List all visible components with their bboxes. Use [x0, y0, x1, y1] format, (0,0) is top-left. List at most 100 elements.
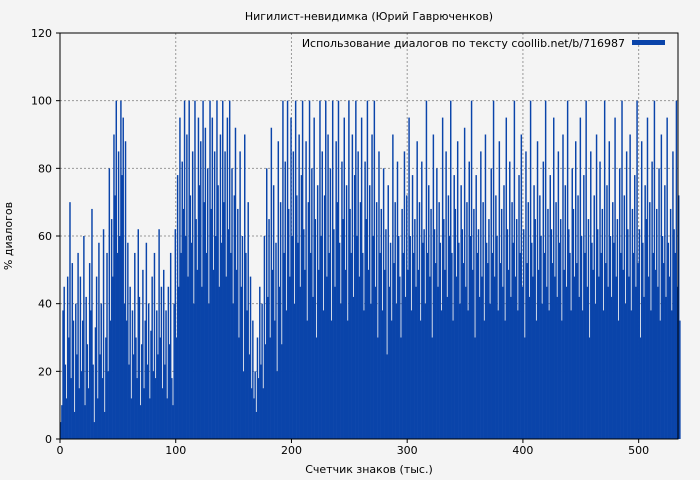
y-tick-label: 120 — [31, 27, 52, 40]
bar — [220, 242, 223, 439]
bar — [437, 286, 439, 439]
bar — [176, 175, 179, 439]
bar — [230, 252, 232, 439]
bar — [78, 388, 80, 439]
bar — [667, 242, 670, 439]
bar — [298, 134, 300, 439]
bar — [363, 310, 365, 439]
bar — [157, 354, 159, 439]
bar — [154, 378, 157, 439]
bar — [175, 337, 178, 439]
bar — [287, 208, 290, 439]
bar — [60, 422, 62, 439]
bar — [257, 378, 260, 439]
bar — [522, 229, 525, 439]
bar — [130, 398, 133, 439]
bar — [114, 195, 116, 439]
bar — [95, 276, 98, 439]
bar — [666, 117, 668, 439]
bar — [194, 100, 196, 440]
bar — [259, 286, 261, 439]
bar — [447, 195, 450, 439]
bar — [160, 286, 163, 439]
bar — [213, 151, 216, 439]
bar — [311, 168, 313, 440]
bar — [201, 286, 203, 439]
bar — [472, 269, 474, 439]
bar — [377, 337, 379, 439]
bar — [414, 219, 416, 439]
bar — [167, 286, 170, 439]
bar — [436, 168, 438, 440]
bar — [624, 303, 627, 439]
bar — [242, 371, 245, 439]
bar — [439, 242, 442, 439]
bar — [326, 276, 328, 439]
bar — [460, 185, 462, 439]
bar — [315, 337, 318, 439]
bar — [618, 168, 621, 440]
bar — [147, 303, 150, 439]
bar — [122, 117, 124, 439]
bar — [217, 185, 219, 439]
bar — [164, 364, 166, 439]
bar — [561, 320, 563, 439]
bar — [481, 276, 483, 439]
bar — [145, 242, 148, 439]
bar — [331, 100, 334, 440]
bar — [673, 229, 675, 439]
bar — [159, 337, 161, 439]
bar — [541, 303, 543, 439]
bar — [190, 242, 193, 439]
bar — [125, 320, 128, 439]
bar — [422, 242, 424, 439]
bar — [395, 303, 398, 439]
bar — [572, 208, 575, 439]
bar — [200, 141, 202, 439]
bar — [151, 276, 153, 439]
bar — [61, 405, 63, 439]
bar — [128, 364, 130, 439]
bar — [564, 185, 567, 439]
bar — [304, 269, 306, 439]
bar — [115, 100, 118, 440]
bar — [325, 100, 327, 440]
bar — [556, 296, 558, 439]
bar — [607, 286, 609, 439]
bar — [165, 310, 167, 439]
bar — [248, 354, 251, 439]
bar — [330, 320, 333, 439]
bar — [149, 398, 151, 439]
bar — [334, 286, 336, 439]
bar — [503, 185, 505, 439]
bar — [306, 320, 308, 439]
bar — [581, 310, 584, 439]
bar — [116, 252, 119, 439]
bar — [292, 151, 295, 439]
bar — [249, 276, 252, 439]
bar — [173, 303, 175, 439]
bar — [232, 303, 234, 439]
bar — [570, 310, 572, 439]
bar — [215, 236, 217, 439]
bar — [143, 388, 145, 439]
bar — [275, 242, 277, 439]
bar — [161, 388, 164, 439]
bar — [634, 175, 636, 439]
bar — [595, 134, 598, 439]
bar — [186, 134, 188, 439]
bar — [353, 175, 356, 439]
bar — [610, 296, 613, 439]
bar — [341, 161, 343, 440]
bar — [463, 127, 466, 439]
bar — [497, 310, 499, 439]
bar — [266, 168, 268, 440]
bar — [72, 320, 75, 439]
bars — [60, 100, 681, 440]
bar — [566, 100, 569, 440]
x-tick-label: 500 — [628, 444, 649, 457]
bar — [527, 202, 530, 439]
bar — [309, 252, 312, 439]
bar — [90, 310, 92, 439]
bar — [294, 100, 297, 440]
